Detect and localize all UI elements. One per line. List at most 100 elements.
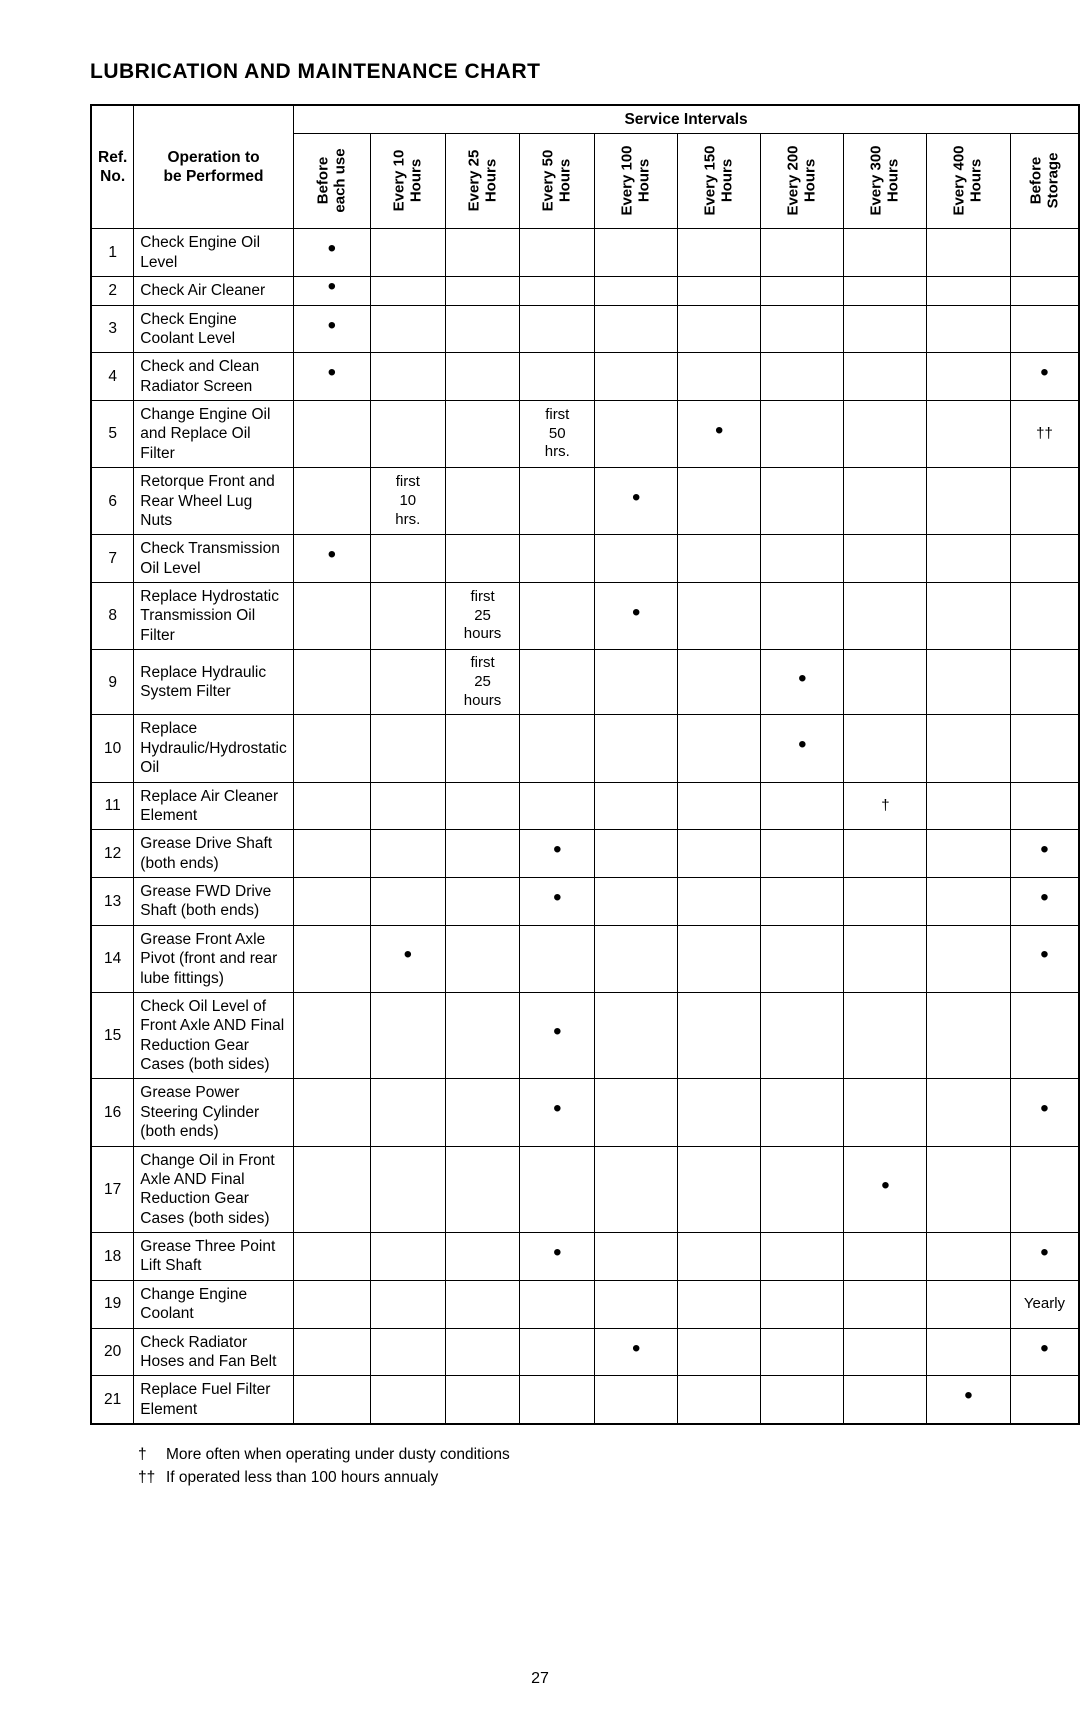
interval-header-1: Every 10Hours bbox=[370, 134, 445, 229]
table-row: 15Check Oil Level of Front Axle AND Fina… bbox=[91, 992, 1079, 1079]
interval-cell bbox=[844, 992, 927, 1079]
interval-cell bbox=[761, 229, 844, 277]
interval-cell bbox=[520, 1280, 595, 1328]
interval-cell bbox=[293, 878, 370, 926]
interval-cell bbox=[927, 925, 1010, 992]
page-number: 27 bbox=[90, 1670, 990, 1688]
interval-cell bbox=[520, 1328, 595, 1376]
interval-cell bbox=[927, 782, 1010, 830]
interval-cell bbox=[1010, 782, 1079, 830]
interval-cell bbox=[520, 468, 595, 535]
operation-cell: Check Air Cleaner bbox=[134, 277, 293, 305]
interval-cell bbox=[844, 925, 927, 992]
interval-cell bbox=[595, 229, 678, 277]
interval-cell bbox=[1010, 992, 1079, 1079]
interval-cell bbox=[1010, 468, 1079, 535]
interval-cell bbox=[595, 782, 678, 830]
interval-cell bbox=[370, 353, 445, 401]
interval-cell bbox=[370, 1233, 445, 1281]
footnote: ††If operated less than 100 hours annual… bbox=[138, 1466, 990, 1489]
interval-cell bbox=[844, 583, 927, 650]
interval-cell bbox=[445, 535, 520, 583]
interval-cell: • bbox=[1010, 830, 1079, 878]
interval-cell bbox=[1010, 583, 1079, 650]
interval-cell bbox=[761, 830, 844, 878]
interval-cell bbox=[844, 830, 927, 878]
interval-cell bbox=[678, 305, 761, 353]
interval-cell: • bbox=[1010, 1328, 1079, 1376]
interval-cell bbox=[761, 1280, 844, 1328]
interval-cell bbox=[370, 1328, 445, 1376]
interval-cell bbox=[370, 1079, 445, 1146]
interval-cell bbox=[595, 401, 678, 468]
interval-cell bbox=[520, 583, 595, 650]
interval-cell bbox=[844, 878, 927, 926]
interval-cell bbox=[293, 830, 370, 878]
interval-cell: • bbox=[595, 468, 678, 535]
interval-cell bbox=[370, 992, 445, 1079]
interval-cell bbox=[595, 878, 678, 926]
interval-cell bbox=[595, 535, 678, 583]
interval-header-6: Every 200Hours bbox=[761, 134, 844, 229]
interval-cell bbox=[520, 1146, 595, 1233]
interval-cell: • bbox=[520, 1079, 595, 1146]
table-row: 20Check Radiator Hoses and Fan Belt•• bbox=[91, 1328, 1079, 1376]
interval-cell bbox=[595, 1376, 678, 1424]
interval-cell bbox=[678, 782, 761, 830]
interval-cell bbox=[761, 583, 844, 650]
table-row: 7Check Transmission Oil Level• bbox=[91, 535, 1079, 583]
interval-cell bbox=[844, 277, 927, 305]
interval-cell bbox=[844, 535, 927, 583]
interval-cell bbox=[370, 782, 445, 830]
interval-header-7: Every 300Hours bbox=[844, 134, 927, 229]
interval-cell bbox=[1010, 650, 1079, 715]
interval-cell bbox=[844, 1280, 927, 1328]
table-head: Ref.No. Operation tobe Performed Service… bbox=[91, 105, 1079, 229]
interval-cell bbox=[370, 878, 445, 926]
interval-cell bbox=[927, 401, 1010, 468]
operation-cell: Change Engine Coolant bbox=[134, 1280, 293, 1328]
interval-cell bbox=[761, 1233, 844, 1281]
interval-cell bbox=[595, 715, 678, 782]
ref-cell: 10 bbox=[91, 715, 134, 782]
interval-cell: • bbox=[1010, 878, 1079, 926]
interval-cell bbox=[761, 305, 844, 353]
interval-cell bbox=[761, 1079, 844, 1146]
interval-cell: • bbox=[293, 229, 370, 277]
interval-cell bbox=[1010, 305, 1079, 353]
interval-header-3: Every 50Hours bbox=[520, 134, 595, 229]
interval-cell bbox=[293, 650, 370, 715]
interval-cell bbox=[445, 878, 520, 926]
interval-cell bbox=[1010, 535, 1079, 583]
interval-cell bbox=[445, 1146, 520, 1233]
operation-cell: Change Oil in Front Axle AND Final Reduc… bbox=[134, 1146, 293, 1233]
interval-header-2: Every 25Hours bbox=[445, 134, 520, 229]
interval-cell: • bbox=[678, 401, 761, 468]
interval-cell bbox=[520, 535, 595, 583]
interval-cell: • bbox=[1010, 925, 1079, 992]
interval-cell bbox=[678, 277, 761, 305]
ref-cell: 3 bbox=[91, 305, 134, 353]
table-row: 3Check Engine Coolant Level• bbox=[91, 305, 1079, 353]
table-row: 21Replace Fuel Filter Element• bbox=[91, 1376, 1079, 1424]
interval-cell bbox=[520, 715, 595, 782]
operation-cell: Check Oil Level of Front Axle AND Final … bbox=[134, 992, 293, 1079]
ref-cell: 20 bbox=[91, 1328, 134, 1376]
interval-cell bbox=[844, 468, 927, 535]
interval-cell bbox=[1010, 715, 1079, 782]
ref-cell: 9 bbox=[91, 650, 134, 715]
interval-cell bbox=[678, 878, 761, 926]
interval-cell bbox=[293, 1328, 370, 1376]
interval-cell bbox=[445, 1328, 520, 1376]
maintenance-table: Ref.No. Operation tobe Performed Service… bbox=[90, 104, 1080, 1425]
ref-header: Ref.No. bbox=[91, 105, 134, 229]
interval-cell bbox=[678, 1328, 761, 1376]
interval-cell bbox=[844, 229, 927, 277]
table-row: 16Grease Power Steering Cylinder (both e… bbox=[91, 1079, 1079, 1146]
interval-cell bbox=[927, 583, 1010, 650]
interval-cell bbox=[844, 650, 927, 715]
interval-cell: • bbox=[927, 1376, 1010, 1424]
footnote: †More often when operating under dusty c… bbox=[138, 1443, 990, 1466]
ref-cell: 7 bbox=[91, 535, 134, 583]
interval-cell bbox=[370, 277, 445, 305]
